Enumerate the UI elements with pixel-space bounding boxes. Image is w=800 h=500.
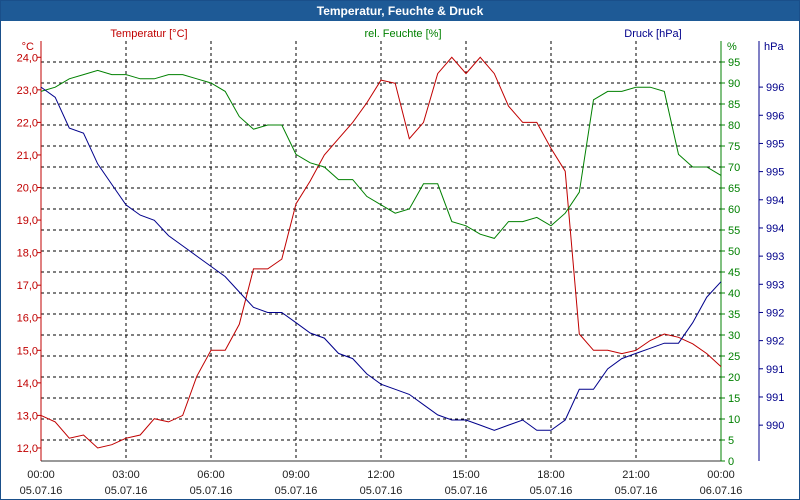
- pressure-series-name: Druck [hPa]: [624, 28, 681, 40]
- humidity-tick-label: 80: [728, 120, 740, 132]
- humidity-tick-label: 10: [728, 414, 740, 426]
- x-tick-time: 21:00: [622, 469, 650, 481]
- x-tick-time: 06:00: [197, 469, 225, 481]
- humidity-tick-label: 30: [728, 330, 740, 342]
- x-tick-time: 03:00: [112, 469, 140, 481]
- humidity-tick-label: 65: [728, 183, 740, 195]
- temperature-tick-label: 12,0: [17, 443, 38, 455]
- axis-labels: 00:00 05.07.16 03:00 05.07.16 06:00 05.07.16 0…: [17, 28, 785, 497]
- humidity-tick-label: 60: [728, 204, 740, 216]
- pressure-tick-label: 993: [766, 251, 784, 263]
- x-tick-time: 09:00: [282, 469, 310, 481]
- x-tick-time: 18:00: [537, 469, 565, 481]
- humidity-tick-label: 20: [728, 372, 740, 384]
- humidity-tick-label: 55: [728, 225, 740, 237]
- pressure-tick-label: 991: [766, 392, 784, 404]
- x-tick-date: 05.07.16: [445, 485, 488, 497]
- humidity-tick-label: 95: [728, 57, 740, 69]
- pressure-unit-label: hPa: [764, 41, 784, 53]
- humidity-tick-label: 15: [728, 393, 740, 405]
- humidity-tick-label: 35: [728, 309, 740, 321]
- temperature-tick-label: 14,0: [17, 378, 38, 390]
- x-tick-date: 06.07.16: [700, 485, 743, 497]
- humidity-tick-label: 5: [728, 435, 734, 447]
- pressure-tick-label: 993: [766, 279, 784, 291]
- x-tick-date: 05.07.16: [360, 485, 403, 497]
- pressure-tick-label: 992: [766, 336, 784, 348]
- pressure-tick-label: 990: [766, 420, 784, 432]
- humidity-line: [40, 69, 722, 239]
- pressure-tick-label: 994: [766, 223, 784, 235]
- temperature-tick-label: 23,0: [17, 85, 38, 97]
- temperature-tick-label: 19,0: [17, 215, 38, 227]
- temperature-tick-label: 22,0: [17, 117, 38, 129]
- grid-lines: [41, 41, 721, 461]
- x-tick-time: 15:00: [452, 469, 480, 481]
- temperature-line: [40, 56, 722, 449]
- pressure-tick-label: 992: [766, 307, 784, 319]
- humidity-tick-label: 45: [728, 267, 740, 279]
- temperature-tick-label: 15,0: [17, 345, 38, 357]
- temperature-tick-label: 13,0: [17, 410, 38, 422]
- temperature-tick-label: 16,0: [17, 313, 38, 325]
- temperature-unit-label: °C: [22, 41, 34, 53]
- pressure-tick-label: 996: [766, 82, 784, 94]
- x-tick-date: 05.07.16: [275, 485, 318, 497]
- x-tick-date: 05.07.16: [20, 485, 63, 497]
- x-tick-time: 00:00: [27, 469, 55, 481]
- pressure-tick-label: 991: [766, 364, 784, 376]
- humidity-tick-label: 90: [728, 78, 740, 90]
- pressure-tick-label: 996: [766, 110, 784, 122]
- temperature-tick-label: 21,0: [17, 150, 38, 162]
- humidity-tick-label: 85: [728, 99, 740, 111]
- humidity-tick-label: 70: [728, 162, 740, 174]
- chart-title: Temperatur, Feuchte & Druck: [1, 1, 799, 21]
- humidity-tick-label: 75: [728, 141, 740, 153]
- humidity-tick-label: 25: [728, 351, 740, 363]
- temperature-series-name: Temperatur [°C]: [110, 28, 187, 40]
- x-tick-time: 00:00: [707, 469, 735, 481]
- pressure-tick-label: 994: [766, 195, 784, 207]
- humidity-tick-label: 40: [728, 288, 740, 300]
- x-tick-date: 05.07.16: [615, 485, 658, 497]
- x-tick-date: 05.07.16: [105, 485, 148, 497]
- humidity-unit-label: %: [727, 41, 737, 53]
- humidity-tick-label: 50: [728, 246, 740, 258]
- series-lines: [40, 56, 722, 449]
- x-tick-date: 05.07.16: [190, 485, 233, 497]
- humidity-tick-label: 0: [728, 456, 734, 468]
- pressure-line: [40, 86, 722, 431]
- temperature-tick-label: 24,0: [17, 52, 38, 64]
- temperature-tick-label: 18,0: [17, 248, 38, 260]
- pressure-tick-label: 995: [766, 138, 784, 150]
- temperature-tick-label: 20,0: [17, 183, 38, 195]
- humidity-series-name: rel. Feuchte [%]: [364, 28, 441, 40]
- x-tick-time: 12:00: [367, 469, 395, 481]
- axes: [37, 41, 763, 462]
- pressure-tick-label: 995: [766, 167, 784, 179]
- temperature-tick-label: 17,0: [17, 280, 38, 292]
- x-tick-date: 05.07.16: [530, 485, 573, 497]
